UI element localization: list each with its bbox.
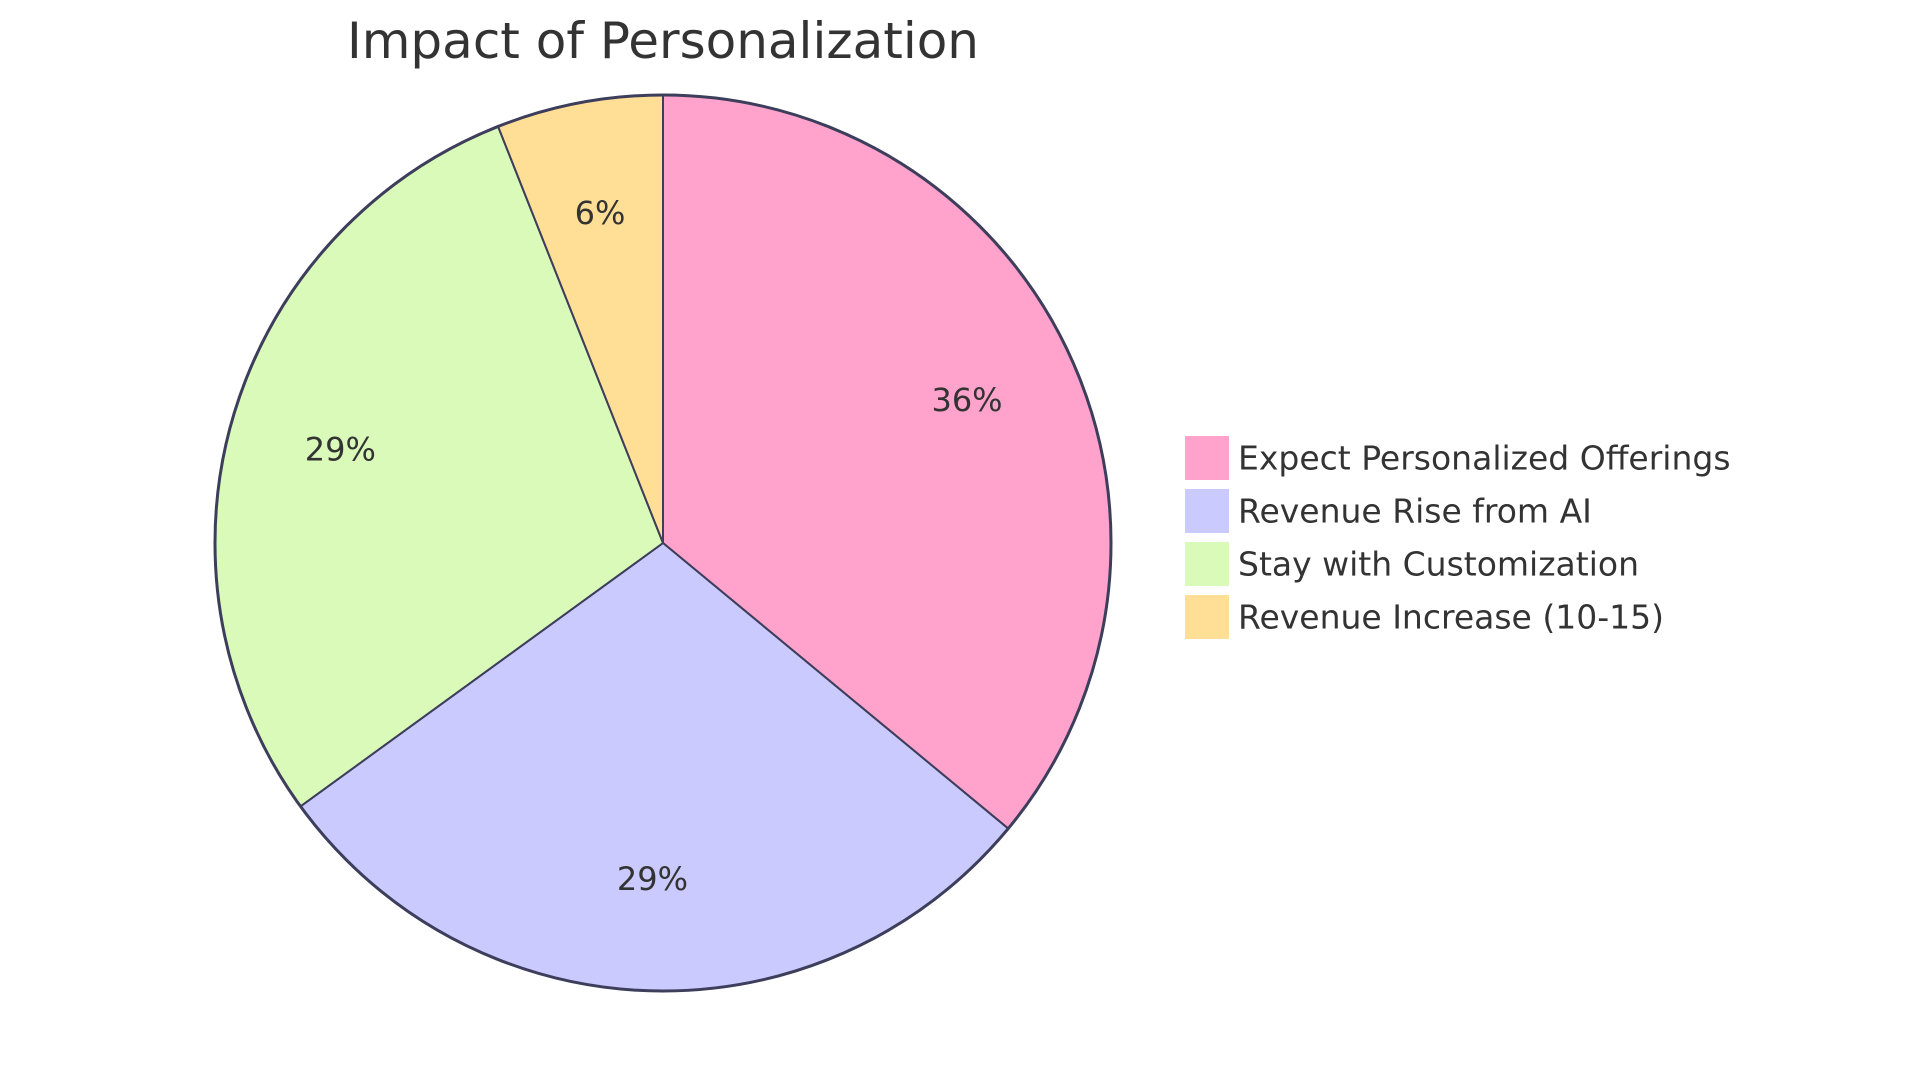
legend-label-3: Revenue Increase (10-15) bbox=[1238, 598, 1664, 637]
slice-value-label-3: 6% bbox=[575, 194, 626, 232]
legend-label-2: Stay with Customization bbox=[1238, 545, 1639, 584]
slice-value-label-1: 29% bbox=[617, 860, 688, 898]
legend-swatch-3 bbox=[1185, 595, 1229, 639]
slice-value-label-2: 29% bbox=[305, 430, 376, 468]
legend-swatch-0 bbox=[1185, 436, 1229, 480]
legend-label-0: Expect Personalized Offerings bbox=[1238, 439, 1731, 478]
legend-label-1: Revenue Rise from AI bbox=[1238, 492, 1592, 531]
slice-value-label-0: 36% bbox=[931, 381, 1002, 419]
pie-slices bbox=[213, 93, 1113, 993]
legend-swatch-2 bbox=[1185, 542, 1229, 586]
chart-title: Impact of Personalization bbox=[347, 12, 979, 70]
slice-labels: 36% 29% 29% 6% bbox=[305, 194, 1003, 898]
legend: Expect Personalized Offerings Revenue Ris… bbox=[1185, 436, 1731, 639]
pie-outline bbox=[213, 93, 1113, 993]
legend-swatch-1 bbox=[1185, 489, 1229, 533]
